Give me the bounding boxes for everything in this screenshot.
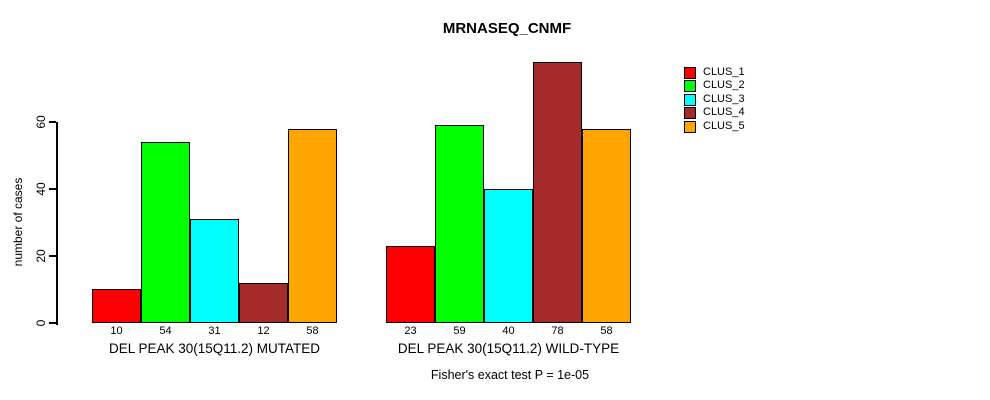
legend-label-clus_2: CLUS_2 bbox=[703, 79, 745, 92]
legend-label-clus_1: CLUS_1 bbox=[703, 66, 745, 78]
bar-clus_2-group1 bbox=[141, 142, 190, 323]
bar-value-label: 54 bbox=[159, 325, 172, 337]
legend-swatch-clus_3 bbox=[684, 93, 696, 106]
bar-value-label: 31 bbox=[208, 325, 221, 337]
bar-clus_5-group2 bbox=[582, 129, 631, 323]
legend-swatch-clus_4 bbox=[684, 107, 696, 120]
bar-clus_5-group1 bbox=[288, 129, 337, 323]
bar-value-label: 23 bbox=[404, 325, 417, 337]
bar-clus_4-group2 bbox=[533, 62, 582, 323]
bar-value-label: 40 bbox=[502, 325, 515, 337]
y-tick-mark bbox=[49, 121, 56, 123]
y-tick-label: 60 bbox=[34, 115, 48, 129]
legend-label-clus_5: CLUS_5 bbox=[703, 119, 745, 132]
footer-annotation: Fisher's exact test P = 1e-05 bbox=[430, 368, 590, 382]
y-tick-label: 20 bbox=[34, 249, 48, 263]
bar-clus_1-group2 bbox=[386, 246, 435, 323]
y-tick-label: 0 bbox=[34, 319, 48, 327]
y-tick-mark bbox=[49, 255, 56, 257]
chart-title: MRNASEQ_CNMF bbox=[442, 20, 572, 37]
y-tick-label: 40 bbox=[34, 182, 48, 196]
legend-label-clus_4: CLUS_4 bbox=[703, 106, 745, 119]
bar-clus_4-group1 bbox=[239, 283, 288, 323]
group-axis-label: DEL PEAK 30(15Q11.2) MUTATED bbox=[108, 341, 321, 356]
bar-value-label: 58 bbox=[306, 325, 319, 337]
y-axis-label: number of cases bbox=[11, 177, 25, 267]
legend-swatch-clus_1 bbox=[684, 67, 696, 79]
y-axis-line bbox=[56, 122, 58, 325]
bar-clus_1-group1 bbox=[92, 289, 141, 323]
bar-value-label: 10 bbox=[110, 325, 123, 337]
bar-value-label: 12 bbox=[257, 325, 270, 337]
bar-clus_3-group2 bbox=[484, 189, 533, 323]
bar-value-label: 58 bbox=[600, 325, 613, 337]
group-axis-label: DEL PEAK 30(15Q11.2) WILD-TYPE bbox=[397, 341, 620, 356]
legend-swatch-clus_2 bbox=[684, 80, 696, 93]
legend-label-clus_3: CLUS_3 bbox=[703, 92, 745, 105]
bar-value-label: 59 bbox=[453, 325, 466, 337]
legend-swatch-clus_5 bbox=[684, 120, 696, 133]
bar-value-label: 78 bbox=[551, 325, 564, 337]
bar-clus_3-group1 bbox=[190, 219, 239, 323]
y-tick-mark bbox=[49, 188, 56, 190]
y-tick-mark bbox=[49, 322, 56, 324]
bar-clus_2-group2 bbox=[435, 125, 484, 323]
